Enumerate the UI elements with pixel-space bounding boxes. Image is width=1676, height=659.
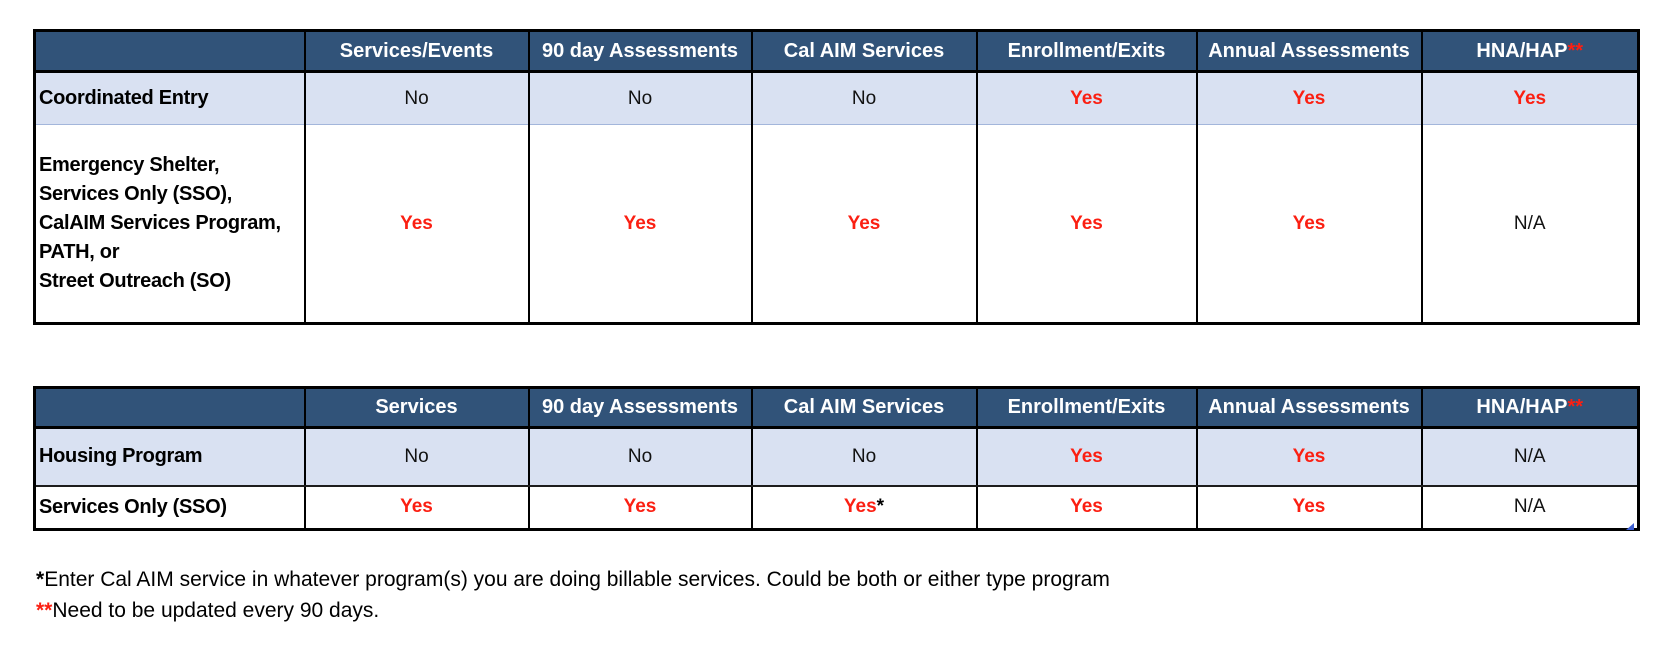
cell-text: ** <box>1567 39 1584 62</box>
table-cell: Yes <box>1195 427 1423 487</box>
table-cell: N/A <box>1420 485 1640 530</box>
table-cell: No <box>303 71 530 125</box>
cell-text: Annual Assessments <box>1208 396 1410 418</box>
row-label: Coordinated Entry <box>33 71 306 125</box>
cell-text: Services/Events <box>339 39 494 62</box>
table-cell: Yes <box>750 124 978 324</box>
cell-text: No <box>851 87 877 109</box>
cell-text: Yes <box>1292 496 1326 518</box>
table-cell: Yes <box>975 485 1198 530</box>
column-header: Enrollment/Exits <box>975 29 1198 73</box>
cell-text: N/A <box>1513 445 1546 467</box>
column-header: 90 day Assessments <box>527 386 753 429</box>
cell-text: Cal AIM Services <box>783 396 945 418</box>
cell-text: HNA/HAP <box>1476 396 1568 418</box>
selection-handle-icon <box>1626 523 1634 530</box>
table-row: Coordinated Entry No No No Yes Yes Yes <box>33 71 1640 125</box>
cell-text: No <box>627 445 653 467</box>
header-row: Services/Events 90 day Assessments Cal AIM… <box>33 29 1640 73</box>
table-cell: Yes <box>1195 71 1423 125</box>
footnote-billable-services: *Enter Cal AIM service in whatever progr… <box>36 564 1110 595</box>
table-cell: Yes <box>527 485 753 530</box>
table-cell: Yes <box>1195 124 1423 324</box>
cell-text: Enrollment/Exits <box>1007 39 1166 62</box>
cell-text: HNA/HAP <box>1476 39 1568 62</box>
column-header: Services <box>303 386 530 429</box>
column-header: Annual Assessments <box>1195 29 1423 73</box>
cell-text: Yes <box>623 212 657 234</box>
cell-text: Yes <box>847 212 881 234</box>
cell-text: Yes <box>1292 212 1326 234</box>
table-row: Emergency Shelter, Services Only (SSO), … <box>33 124 1640 324</box>
row-label: Housing Program <box>33 427 306 487</box>
cell-text: No <box>851 445 877 467</box>
column-header: Enrollment/Exits <box>975 386 1198 429</box>
cell-text: ** <box>1567 396 1584 418</box>
row-label: Services Only (SSO) <box>33 485 306 530</box>
cell-text: Yes <box>1292 87 1326 109</box>
table-cell: Yes <box>1420 71 1640 125</box>
table-cell: No <box>750 427 978 487</box>
table-cell: Yes <box>975 124 1198 324</box>
table-cell: Yes <box>303 485 530 530</box>
table-cell: Yes <box>975 427 1198 487</box>
cell-text: Yes <box>400 496 433 518</box>
footnote-text: Need to be updated every 90 days. <box>52 599 380 622</box>
column-header: 90 day Assessments <box>527 29 753 73</box>
cell-text: Yes <box>1070 212 1103 234</box>
cell-text: Yes <box>843 496 877 518</box>
entry-and-services-programs-table: Services/Events 90 day Assessments Cal AIM… <box>33 29 1640 325</box>
column-header: Cal AIM Services <box>750 386 978 429</box>
cell-text: N/A <box>1513 212 1546 234</box>
corner-header-cell <box>33 29 306 73</box>
table-cell: No <box>527 427 753 487</box>
cell-text: 90 day Assessments <box>541 39 739 62</box>
cell-text: Yes <box>1070 496 1103 518</box>
table-cell: N/A <box>1420 427 1640 487</box>
footnote-update-90-days: **Need to be updated every 90 days. <box>36 595 1110 626</box>
cell-text: 90 day Assessments <box>541 396 739 418</box>
table-cell: N/A <box>1420 124 1640 324</box>
table-cell: Yes <box>1195 485 1423 530</box>
column-header: HNA/HAP** <box>1420 29 1640 73</box>
housing-programs-table: Services 90 day Assessments Cal AIM Servic… <box>33 386 1640 531</box>
column-header: Services/Events <box>303 29 530 73</box>
column-header: Annual Assessments <box>1195 386 1423 429</box>
corner-header-cell <box>33 386 306 429</box>
cell-text: Annual Assessments <box>1208 39 1410 62</box>
cell-text: Yes <box>1070 87 1103 109</box>
cell-text: * <box>876 496 885 518</box>
table-cell: No <box>527 71 753 125</box>
table-cell: Yes <box>527 124 753 324</box>
footnote-asterisk: * <box>36 568 45 591</box>
table-cell: No <box>303 427 530 487</box>
footnote-double-asterisk: ** <box>36 599 53 622</box>
cell-text: No <box>404 87 429 109</box>
cell-text: Services <box>375 396 458 418</box>
table-cell: Yes* <box>750 485 978 530</box>
column-header: Cal AIM Services <box>750 29 978 73</box>
cell-text: Yes <box>1070 445 1103 467</box>
column-header: HNA/HAP** <box>1420 386 1640 429</box>
footnotes: *Enter Cal AIM service in whatever progr… <box>36 564 1110 626</box>
table-cell: Yes <box>975 71 1198 125</box>
table-cell: Yes <box>303 124 530 324</box>
footnote-text: Enter Cal AIM service in whatever progra… <box>44 568 1110 591</box>
cell-text: Cal AIM Services <box>783 39 945 62</box>
cell-text: No <box>627 87 653 109</box>
header-row: Services 90 day Assessments Cal AIM Servic… <box>33 386 1640 429</box>
table-row: Services Only (SSO) Yes Yes Yes* Yes Yes N/A <box>33 485 1640 530</box>
cell-text: Yes <box>1292 445 1326 467</box>
cell-text: Yes <box>400 212 433 234</box>
row-label: Emergency Shelter, Services Only (SSO), … <box>33 124 306 324</box>
cell-text: No <box>404 445 429 467</box>
cell-text: Yes <box>1513 87 1547 109</box>
cell-text: N/A <box>1513 496 1546 518</box>
table-row: Housing Program No No No Yes Yes N/A <box>33 427 1640 487</box>
table-cell: No <box>750 71 978 125</box>
cell-text: Enrollment/Exits <box>1007 396 1166 418</box>
cell-text: Yes <box>623 496 657 518</box>
